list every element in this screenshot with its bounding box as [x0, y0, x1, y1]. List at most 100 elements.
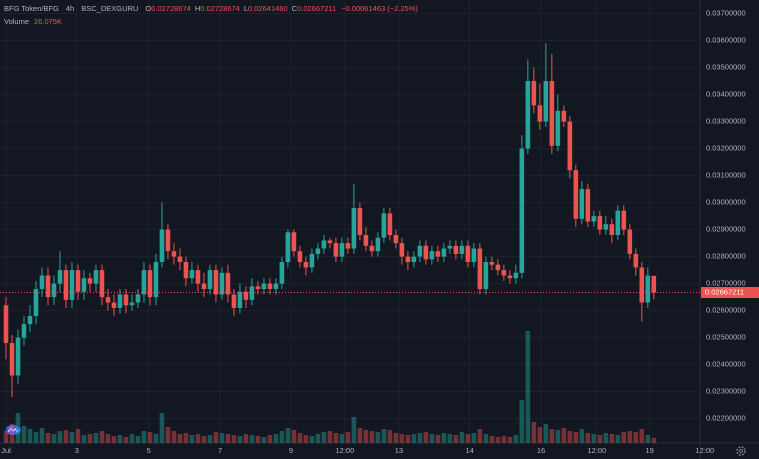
volume-bar [609, 434, 615, 443]
volume-bar [483, 434, 489, 443]
candle-body [165, 229, 171, 252]
candle-body [189, 270, 195, 279]
candle-body [207, 270, 213, 290]
volume-bar [651, 437, 657, 443]
candle-body [345, 243, 351, 249]
y-tick-label: 0.02900000 [706, 225, 746, 234]
volume-bar [33, 432, 39, 443]
volume-bar [279, 431, 285, 443]
candle-body [567, 121, 573, 171]
volume-bar [537, 427, 543, 443]
candle-body [375, 237, 381, 252]
ohlc-letter: O [145, 4, 151, 13]
candle-body [363, 235, 369, 246]
ohlc-letter: C [292, 4, 298, 13]
candle-body [183, 262, 189, 279]
y-tick-label: 0.02600000 [706, 306, 746, 315]
volume-bar [453, 435, 459, 443]
candle-body [495, 264, 501, 271]
candle-body [621, 210, 627, 230]
grid [0, 0, 700, 443]
candle-body [405, 256, 411, 263]
candle-body [231, 294, 237, 308]
candle-body [21, 324, 27, 338]
candle-body [351, 207, 357, 249]
volume-bar [297, 433, 303, 443]
ohlc-value: 0.02667211 [297, 4, 336, 13]
candle-body [159, 229, 165, 263]
candle-body [543, 81, 549, 122]
volume-bar [477, 429, 483, 443]
candle-body [15, 337, 21, 376]
candle-body [129, 302, 135, 306]
x-tick-label: 12:00 [695, 446, 714, 455]
candle-body [633, 253, 639, 268]
candle-body [75, 270, 81, 292]
volume-bar [177, 434, 183, 443]
x-tick-label: 12:00 [336, 446, 355, 455]
volume-bar [357, 428, 363, 443]
candle-body [627, 229, 633, 254]
candle-body [645, 275, 651, 303]
volume-pane [3, 331, 657, 443]
volume-bar [165, 427, 171, 443]
candle-body [285, 232, 291, 263]
volume-bar [327, 431, 333, 443]
candle-body [63, 270, 69, 300]
candle-body [525, 81, 531, 149]
x-tick-label: 9 [289, 446, 293, 455]
candle-body [147, 270, 153, 298]
candle-body [315, 248, 321, 254]
volume-bar [645, 435, 651, 443]
x-tick-label: 16 [537, 446, 545, 455]
candle-body [639, 267, 645, 303]
volume-bar [141, 431, 147, 443]
candle-body [9, 343, 15, 376]
candle-body [501, 270, 507, 276]
volume-bar [69, 432, 75, 443]
candle-body [87, 278, 93, 284]
volume-bar [63, 430, 69, 443]
volume-bar [555, 430, 561, 443]
volume-bar [267, 435, 273, 443]
candle-body [153, 262, 159, 298]
candle-body [429, 251, 435, 260]
volume-bar [81, 435, 87, 443]
x-tick-label: 14 [465, 446, 473, 455]
volume-bar [231, 435, 237, 443]
volume-bar [459, 432, 465, 443]
candle-body [291, 232, 297, 252]
volume-bar [27, 429, 33, 443]
candle-body [171, 251, 177, 257]
volume-bar [291, 430, 297, 443]
volume-bar [597, 435, 603, 443]
y-tick-label: 0.02400000 [706, 360, 746, 369]
candle-body [507, 275, 513, 279]
x-tick-label: 7 [218, 446, 222, 455]
volume-bar [123, 437, 129, 443]
candle-body [255, 286, 261, 290]
interval: 4h [66, 4, 74, 13]
volume-bar [243, 434, 249, 443]
volume-bar [399, 434, 405, 443]
candle-body [123, 294, 129, 306]
volume-bar [309, 436, 315, 443]
volume-bar [513, 435, 519, 443]
x-tick-label: 3 [75, 446, 79, 455]
volume-bar [411, 434, 417, 443]
settings-icon[interactable] [736, 446, 746, 456]
candle-body [459, 245, 465, 254]
candle-body [27, 316, 33, 325]
candle-body [579, 189, 585, 219]
volume-bar [471, 433, 477, 443]
candle-body [477, 248, 483, 290]
candle-body [243, 291, 249, 300]
volume-bar [207, 435, 213, 443]
candle-body [585, 189, 591, 222]
volume-bar [129, 434, 135, 443]
volume-bar [315, 434, 321, 443]
volume-bar [39, 428, 45, 443]
volume-bar [219, 433, 225, 443]
volume-bar [171, 431, 177, 443]
volume-bar [507, 437, 513, 443]
